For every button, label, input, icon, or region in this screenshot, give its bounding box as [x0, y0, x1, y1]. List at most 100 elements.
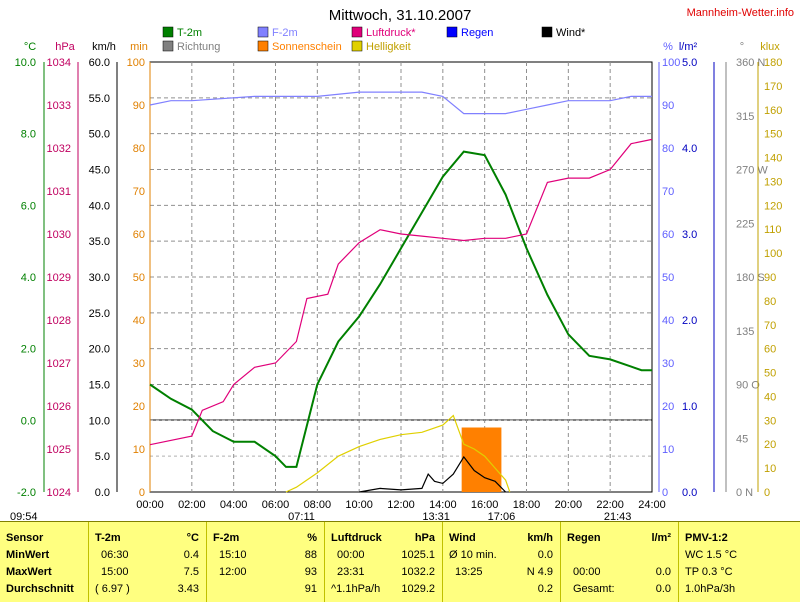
legend-label: Regen — [461, 27, 493, 39]
y-tick-label: 90 — [764, 272, 776, 284]
y-tick-label: 0.0 — [21, 415, 36, 427]
rain-unit: l/m² — [651, 532, 671, 544]
temp-min-time: 06:30 — [101, 549, 129, 561]
y-tick-label: 40 — [133, 315, 145, 327]
y-tick-label: 0.0 — [95, 487, 110, 499]
y-tick-label: 60 — [764, 344, 776, 356]
legend-label: Richtung — [177, 41, 220, 53]
legend-swatch — [257, 40, 269, 52]
pmv-header: PMV-1:2 — [685, 532, 728, 544]
humidity-max: 93 — [304, 566, 317, 578]
sun-markers: 07:11 17:06 13:31 09:54 21:43 — [10, 511, 631, 521]
y-tick-label: 100 — [127, 57, 145, 69]
temp-min: 0.4 — [183, 549, 199, 561]
axis-unit-label: klux — [760, 41, 780, 53]
y-tick-label: 50 — [133, 272, 145, 284]
y-tick-label: 10.0 — [15, 57, 36, 69]
axis-unit-label: min — [130, 41, 148, 53]
source-label[interactable]: Mannheim-Wetter.info — [687, 7, 794, 19]
pressure-min: 1025.1 — [401, 549, 435, 561]
humidity-unit: % — [307, 532, 317, 544]
y-tick-label: 10 — [764, 463, 776, 475]
y-tick-label: 15.0 — [89, 380, 110, 392]
legend: T-2m F-2m Luftdruck* Regen Wind* Richtung Sonn… — [162, 26, 586, 53]
y-tick-label: 40 — [662, 315, 674, 327]
temp-column: T-2m °C 06:30 0.4 15:00 7.5 ( 6.97 ) 3.4… — [88, 522, 207, 602]
y-tick-label: 1034 — [47, 57, 71, 69]
y-tick-label: 60 — [662, 229, 674, 241]
y-tick-label: 60.0 — [89, 57, 110, 69]
y-tick-label: 1026 — [47, 401, 71, 413]
legend-label: T-2m — [177, 27, 202, 39]
y-tick-label: 40 — [764, 391, 776, 403]
y-tick-label: 130 — [764, 176, 782, 188]
y-tick-label: 40.0 — [89, 200, 110, 212]
temp-avg-note: ( 6.97 ) — [95, 583, 130, 595]
y-tick-label: 4.0 — [21, 272, 36, 284]
y-tick-label: 90 — [662, 100, 674, 112]
pmv-windchill: WC 1.5 °C — [685, 549, 738, 561]
legend-swatch — [446, 26, 458, 38]
legend-swatch — [351, 26, 363, 38]
sunrise-label: 07:11 — [288, 511, 315, 521]
axis-unit-label: km/h — [92, 41, 116, 53]
temp-avg: 3.43 — [177, 583, 199, 595]
y-tick-label: 1024 — [47, 487, 71, 499]
rain-header: Regen — [567, 532, 601, 544]
pressure-column: Luftdruck hPa 00:00 1025.1 23:31 1032.2 … — [324, 522, 443, 602]
legend-swatch — [162, 26, 174, 38]
x-tick-label: 10:00 — [345, 499, 373, 511]
legend-label: Sonnenschein — [272, 41, 342, 53]
y-tick-label: 35.0 — [89, 236, 110, 248]
y-tick-label: 70 — [133, 186, 145, 198]
sunset-label: 17:06 — [488, 511, 516, 521]
legend-label: Helligkeit — [366, 41, 411, 53]
y-tick-label: 45.0 — [89, 165, 110, 177]
y-tick-label: 70 — [662, 186, 674, 198]
axis-unit-label: % — [663, 41, 673, 53]
y-tick-label: 30 — [764, 415, 776, 427]
x-tick-label: 02:00 — [178, 499, 206, 511]
y-tick-label: 10 — [133, 444, 145, 456]
y-tick-label: 55.0 — [89, 93, 110, 105]
rain-rate: 0.0 — [655, 566, 671, 578]
y-tick-label: 270 W — [736, 165, 768, 177]
y-tick-label: 150 — [764, 129, 782, 141]
y-tick-label: 1028 — [47, 315, 71, 327]
y-tick-label: 80 — [764, 296, 776, 308]
x-tick-label: 14:00 — [429, 499, 457, 511]
y-tick-label: 1029 — [47, 272, 71, 284]
y-tick-label: 5.0 — [682, 57, 697, 69]
y-tick-label: 2.0 — [21, 344, 36, 356]
axis-unit-label: l/m² — [679, 41, 698, 53]
x-tick-label: 22:00 — [596, 499, 624, 511]
wind-column: Wind km/h Ø 10 min. 0.0 13:25 N 4.9 0.2 — [442, 522, 561, 602]
pressure-max-time: 23:31 — [337, 566, 365, 578]
axis-unit-label: °C — [24, 41, 36, 53]
y-tick-label: 100 — [662, 57, 680, 69]
y-tick-label: 120 — [764, 200, 782, 212]
humidity-header: F-2m — [213, 532, 240, 544]
wind-unit: km/h — [527, 532, 553, 544]
y-tick-label: 0 — [764, 487, 770, 499]
x-tick-label: 18:00 — [513, 499, 541, 511]
y-tick-label: 1.0 — [682, 401, 697, 413]
time-mark-label: 09:54 — [10, 511, 38, 521]
wind-10min: 0.0 — [537, 549, 553, 561]
y-tick-label: 1030 — [47, 229, 71, 241]
y-tick-label: 30 — [662, 358, 674, 370]
wind-avg-label: Ø 10 min. — [449, 549, 497, 561]
y-tick-label: 10 — [662, 444, 674, 456]
moon-label: 13:31 — [422, 511, 450, 521]
y-tick-label: 5.0 — [95, 451, 110, 463]
y-tick-label: 160 — [764, 105, 782, 117]
series-line-helligkeit — [285, 414, 511, 493]
wind-header: Wind — [449, 532, 476, 544]
y-tick-label: -2.0 — [17, 487, 36, 499]
legend-swatch — [351, 40, 363, 52]
humidity-column: F-2m % 15:10 88 12:00 93 91 — [206, 522, 325, 602]
statistics-table: Sensor MinWert MaxWert Durchschnitt T-2m… — [0, 521, 800, 602]
y-tick-label: 20 — [133, 401, 145, 413]
y-tick-label: 90 — [133, 100, 145, 112]
y-tick-label: 1031 — [47, 186, 71, 198]
